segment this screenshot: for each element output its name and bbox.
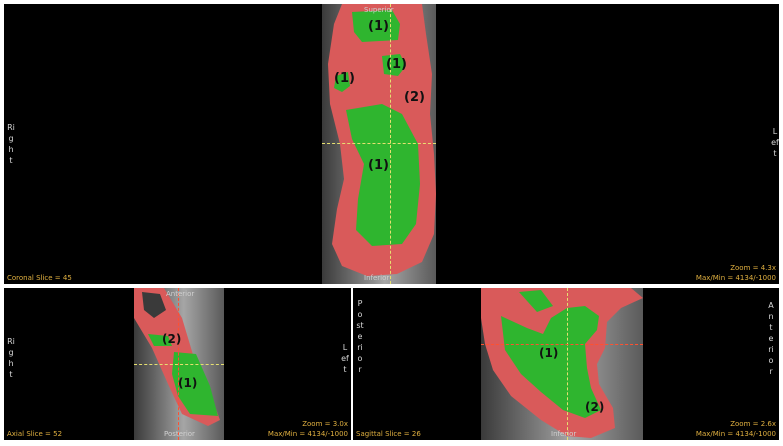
sagittal-region-label: (2) xyxy=(585,400,605,414)
axial-segmentation xyxy=(134,288,220,426)
coronal-left-label: Left xyxy=(771,127,779,158)
coronal-zoom-info: Zoom = 4.3x xyxy=(730,264,776,272)
sagittal-slice-info: Sagittal Slice = 26 xyxy=(356,430,421,438)
axial-region-label: (2) xyxy=(162,332,182,346)
sagittal-scan-image: (1) (2) xyxy=(481,288,643,440)
axial-right-label: Right xyxy=(7,337,15,379)
axial-slice-info: Axial Slice = 52 xyxy=(7,430,63,438)
sagittal-crosshair-vertical xyxy=(567,288,568,440)
coronal-superior-label: Superior xyxy=(364,6,394,14)
coronal-inferior-label: Inferior xyxy=(364,274,390,282)
axial-region-label: (1) xyxy=(178,376,198,390)
coronal-scan-image: (1) (1) (1) (2) (1) xyxy=(322,4,436,284)
coronal-right-label: Right xyxy=(7,123,15,165)
coronal-slice-info: Coronal Slice = 45 xyxy=(7,274,72,282)
axial-left-label: Left xyxy=(341,343,349,374)
axial-maxmin-info: Max/Min = 4134/-1000 xyxy=(267,430,348,438)
coronal-viewport[interactable]: (1) (1) (1) (2) (1) Superior Inferior Ri… xyxy=(4,4,779,284)
coronal-region-label: (1) xyxy=(368,19,389,34)
axial-posterior-label: Posterior xyxy=(164,430,195,438)
sagittal-region-label: (1) xyxy=(539,346,559,360)
coronal-region-label: (2) xyxy=(404,90,425,105)
axial-viewport[interactable]: (2) (1) Anterior Posterior Right Left Ax… xyxy=(4,288,351,440)
coronal-region-label: (1) xyxy=(334,71,355,86)
coronal-segmentation xyxy=(328,4,436,276)
sagittal-inferior-label: Inferior xyxy=(551,430,577,438)
coronal-region-label: (1) xyxy=(368,158,389,173)
sagittal-crosshair-horizontal xyxy=(481,344,643,345)
coronal-region-label: (1) xyxy=(386,57,407,72)
sagittal-posterior-label: Posterior xyxy=(356,299,364,374)
coronal-crosshair-vertical xyxy=(390,4,391,284)
sagittal-zoom-info: Zoom = 2.6x xyxy=(730,420,776,428)
sagittal-maxmin-info: Max/Min = 4134/-1000 xyxy=(695,430,776,438)
sagittal-viewport[interactable]: (1) (2) Posterior Anterior Inferior Sagi… xyxy=(353,288,779,440)
sagittal-anterior-label: Anterior xyxy=(768,301,774,376)
coronal-crosshair-horizontal xyxy=(322,143,436,144)
axial-anterior-label: Anterior xyxy=(166,290,195,298)
axial-zoom-info: Zoom = 3.0x xyxy=(302,420,348,428)
coronal-maxmin-info: Max/Min = 4134/-1000 xyxy=(695,274,776,282)
axial-crosshair-horizontal xyxy=(134,364,224,365)
sagittal-segmentation xyxy=(481,288,643,438)
